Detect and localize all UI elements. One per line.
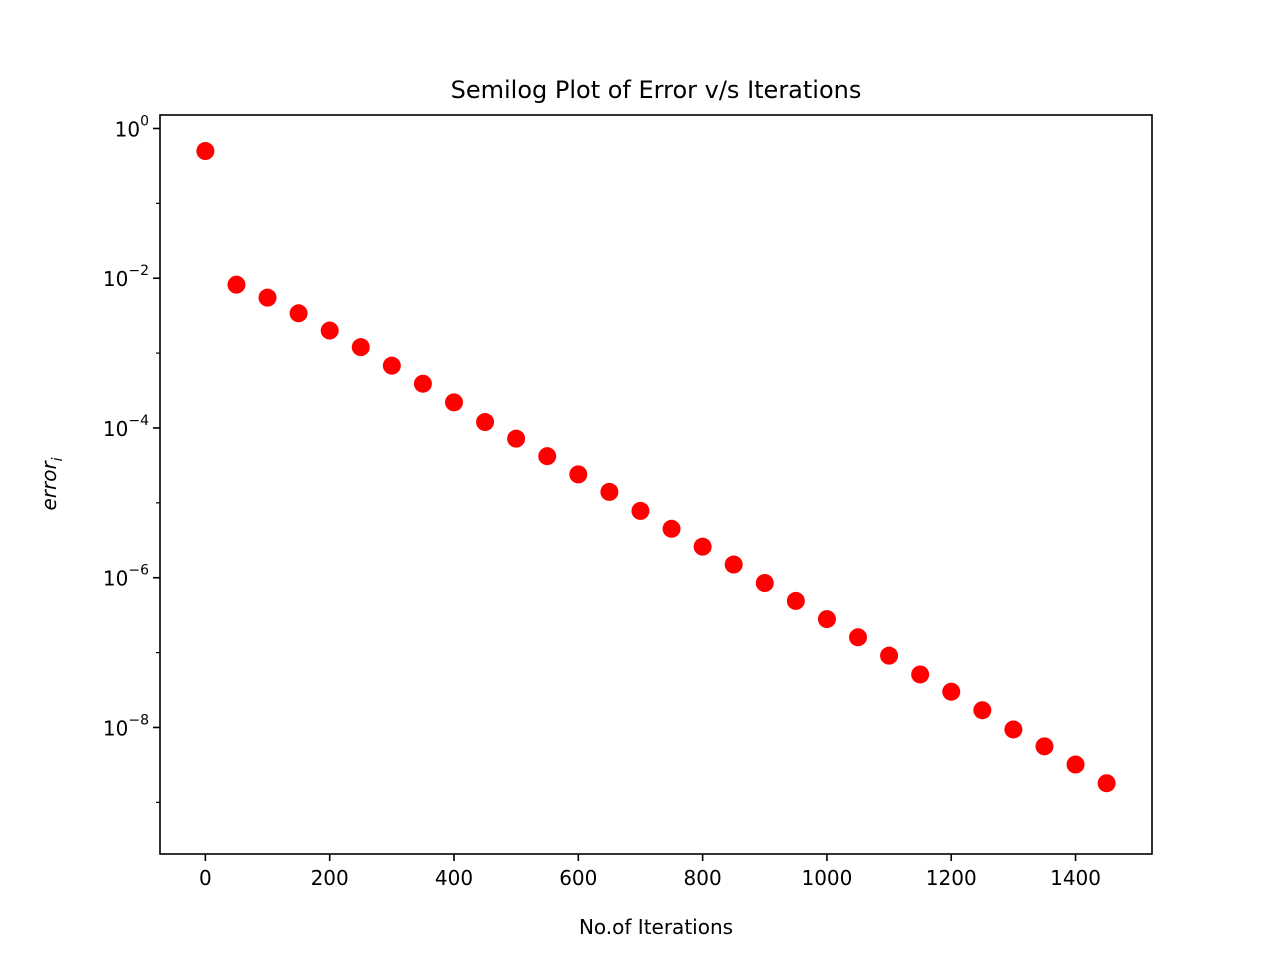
y-axis-label-subscript: i [50, 457, 66, 461]
y-axis-label-base: error [37, 460, 61, 511]
data-point [942, 682, 961, 701]
data-point [382, 356, 401, 375]
data-point [320, 321, 339, 340]
data-point [507, 429, 526, 448]
data-point [196, 142, 215, 161]
data-point [258, 288, 277, 307]
data-point [1097, 774, 1116, 793]
y-tick-label-base: 10 [103, 417, 128, 441]
y-tick-label-base: 10 [115, 117, 140, 141]
data-points [196, 142, 1116, 793]
y-tick-label: 10−6 [103, 563, 149, 591]
data-point [724, 555, 743, 574]
y-tick-label-exponent: −4 [128, 413, 149, 429]
data-point [911, 665, 930, 684]
data-point [755, 574, 774, 593]
data-point [351, 338, 370, 357]
x-tick-label: 1400 [1050, 866, 1101, 890]
y-tick-label: 10−8 [103, 712, 149, 740]
data-point [786, 591, 805, 610]
data-point [227, 275, 246, 294]
x-tick-label: 1000 [801, 866, 852, 890]
data-point [1035, 737, 1054, 756]
data-point [817, 610, 836, 629]
y-tick-label: 10−4 [103, 413, 149, 441]
chart-title: Semilog Plot of Error v/s Iterations [451, 76, 862, 104]
data-point [880, 646, 899, 665]
data-point [662, 519, 681, 538]
data-point [569, 465, 588, 484]
x-tick-label: 800 [684, 866, 722, 890]
y-tick-label-base: 10 [103, 267, 128, 291]
data-point [631, 501, 650, 520]
x-tick-label: 200 [311, 866, 349, 890]
x-tick-label: 600 [559, 866, 597, 890]
data-point [600, 482, 619, 501]
data-point [693, 537, 712, 556]
data-point [538, 447, 557, 466]
x-tick-label: 400 [435, 866, 473, 890]
plot-background [160, 115, 1152, 854]
data-point [444, 393, 463, 412]
x-tick-label: 0 [199, 866, 212, 890]
y-tick-label-exponent: 0 [140, 113, 149, 129]
y-tick-label: 10−2 [103, 263, 149, 291]
data-point [289, 304, 308, 323]
data-point [413, 374, 432, 393]
y-tick-label-base: 10 [103, 716, 128, 740]
y-tick-label-base: 10 [103, 567, 128, 591]
y-tick-label-exponent: −2 [128, 263, 149, 279]
y-tick-label-exponent: −6 [128, 563, 149, 579]
data-point [1004, 720, 1023, 739]
x-axis-ticks: 0 200 400 600 800 1000 1200 1400 [199, 854, 1101, 890]
x-tick-label: 1200 [926, 866, 977, 890]
data-point [973, 701, 992, 720]
y-axis-label: errori [37, 457, 66, 510]
x-axis-label: No.of Iterations [579, 915, 733, 939]
data-point [849, 628, 868, 647]
data-point [1066, 755, 1085, 774]
y-tick-label: 100 [115, 113, 149, 141]
plot-frame [159, 114, 1153, 855]
data-point [476, 413, 495, 432]
y-tick-label-exponent: −8 [128, 712, 149, 728]
